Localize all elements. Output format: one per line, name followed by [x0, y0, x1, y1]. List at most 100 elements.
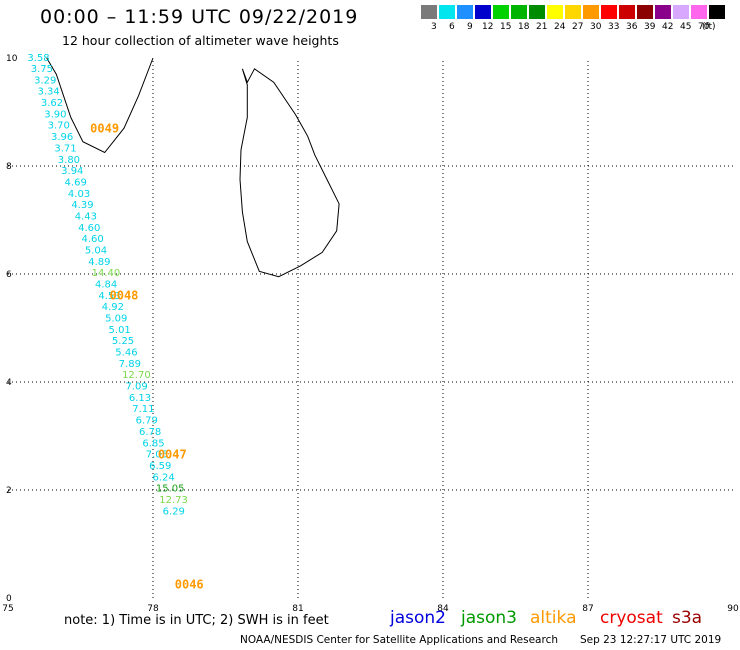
scale-swatch	[690, 4, 708, 20]
wave-height-value: 4.60	[81, 234, 103, 245]
wave-height-value: 5.46	[115, 348, 137, 359]
pass-time-label: 0049	[90, 122, 119, 136]
lon-tick-label: 87	[582, 604, 593, 614]
wave-height-value: 6.79	[136, 416, 158, 427]
wave-height-value: 3.29	[34, 75, 56, 86]
scale-swatch	[528, 4, 546, 20]
wave-height-value: 12.73	[159, 495, 188, 506]
wave-height-value: 3.96	[51, 132, 73, 143]
wave-height-value: 3.34	[37, 87, 59, 98]
lat-tick-label: 8	[6, 162, 12, 172]
scale-swatch	[708, 4, 726, 20]
scale-swatch	[654, 4, 672, 20]
wave-height-value: 3.75	[31, 64, 53, 75]
pass-time-label: 0046	[175, 577, 204, 591]
wave-height-value: 6.13	[129, 393, 151, 404]
scale-swatch	[582, 4, 600, 20]
lon-tick-label: 90	[727, 604, 739, 614]
legend-satellite-cryosat: cryosat	[600, 608, 663, 628]
scale-tick-label: 18	[518, 22, 530, 32]
scale-tick-label: 70	[698, 22, 710, 32]
lon-tick-label: 75	[2, 604, 13, 614]
wave-height-value: 6.59	[149, 461, 171, 472]
scale-tick-label: 36	[626, 22, 638, 32]
scale-tick-label: 12	[482, 22, 494, 32]
wave-height-value: 7.05	[146, 450, 168, 461]
wave-height-value: 4.92	[102, 302, 124, 313]
page-title: 00:00 – 11:59 UTC 09/22/2019	[40, 6, 359, 28]
scale-swatch	[672, 4, 690, 20]
wave-height-value: 3.90	[44, 109, 66, 120]
scale-tick-label: 3	[431, 22, 437, 32]
scale-tick-label: 24	[554, 22, 566, 32]
wave-height-color-scale	[420, 4, 726, 20]
wave-height-value: 3.62	[41, 98, 63, 109]
wave-height-value: 4.53	[98, 291, 120, 302]
wave-height-value: 6.78	[139, 427, 161, 438]
wave-height-value: 6.29	[163, 506, 185, 517]
scale-swatch	[510, 4, 528, 20]
lat-tick-label: 2	[6, 486, 12, 496]
pass-time-label: 0047	[158, 448, 187, 462]
scale-swatch	[600, 4, 618, 20]
legend-satellite-jason3: jason3	[461, 608, 517, 628]
wave-height-value: 3.71	[54, 143, 76, 154]
wave-height-value: 6.24	[153, 472, 175, 483]
legend-satellite-jason2: jason2	[390, 608, 446, 628]
scale-unit-label: (ft)	[702, 22, 716, 32]
scale-swatch	[474, 4, 492, 20]
lat-tick-label: 0	[6, 594, 12, 604]
scale-swatch	[636, 4, 654, 20]
legend-satellite-s3a: s3a	[672, 608, 703, 628]
scale-swatch	[546, 4, 564, 20]
wave-height-value: 5.01	[109, 325, 131, 336]
lat-tick-label: 6	[6, 270, 12, 280]
scale-tick-label: 30	[590, 22, 602, 32]
wave-height-value: 5.25	[112, 336, 134, 347]
wave-height-value: 15.05	[156, 484, 185, 495]
wave-height-value: 5.09	[105, 314, 127, 325]
scale-tick-label: 27	[572, 22, 584, 32]
lon-tick-label: 81	[292, 604, 303, 614]
scale-swatch	[438, 4, 456, 20]
wave-height-value: 4.43	[75, 211, 97, 222]
scale-swatch	[492, 4, 510, 20]
wave-height-value: 3.80	[58, 155, 80, 166]
scale-swatch	[618, 4, 636, 20]
footer-credit: NOAA/NESDIS Center for Satellite Applica…	[240, 634, 558, 646]
lon-tick-label: 84	[437, 604, 449, 614]
wave-height-value: 7.11	[132, 404, 154, 415]
sri-lanka-coastline	[239, 68, 340, 278]
scale-tick-label: 15	[500, 22, 512, 32]
scale-tick-label: 33	[608, 22, 620, 32]
lat-tick-label: 10	[6, 54, 18, 64]
wave-height-value: 4.39	[71, 200, 93, 211]
wave-height-value: 14.40	[92, 268, 121, 279]
page-subtitle: 12 hour collection of altimeter wave hei…	[62, 33, 339, 48]
scale-tick-label: 9	[467, 22, 473, 32]
wave-height-value: 6.85	[142, 438, 164, 449]
wave-height-value: 3.58	[27, 53, 49, 64]
wave-height-value: 4.69	[65, 177, 87, 188]
wave-height-value: 5.04	[85, 245, 107, 256]
scale-swatch	[564, 4, 582, 20]
lon-tick-label: 78	[147, 604, 159, 614]
india-coastline	[46, 57, 154, 154]
wave-height-value: 12.70	[122, 370, 151, 381]
footer-timestamp: Sep 23 12:27:17 UTC 2019	[580, 634, 722, 646]
lat-tick-label: 4	[6, 378, 12, 388]
scale-tick-label: 45	[680, 22, 692, 32]
scale-tick-label: 39	[644, 22, 656, 32]
wave-height-value: 7.09	[125, 382, 147, 393]
wave-height-value: 4.03	[68, 189, 90, 200]
scale-swatch	[420, 4, 438, 20]
scale-tick-label: 21	[536, 22, 548, 32]
scale-tick-label: 42	[662, 22, 674, 32]
wave-height-value: 3.70	[48, 121, 70, 132]
scale-swatch	[456, 4, 474, 20]
wave-height-value: 4.60	[78, 223, 100, 234]
wave-height-value: 7.89	[119, 359, 141, 370]
legend-satellite-altika: altika	[530, 608, 577, 628]
footer-note: note: 1) Time is in UTC; 2) SWH is in fe…	[64, 613, 329, 628]
